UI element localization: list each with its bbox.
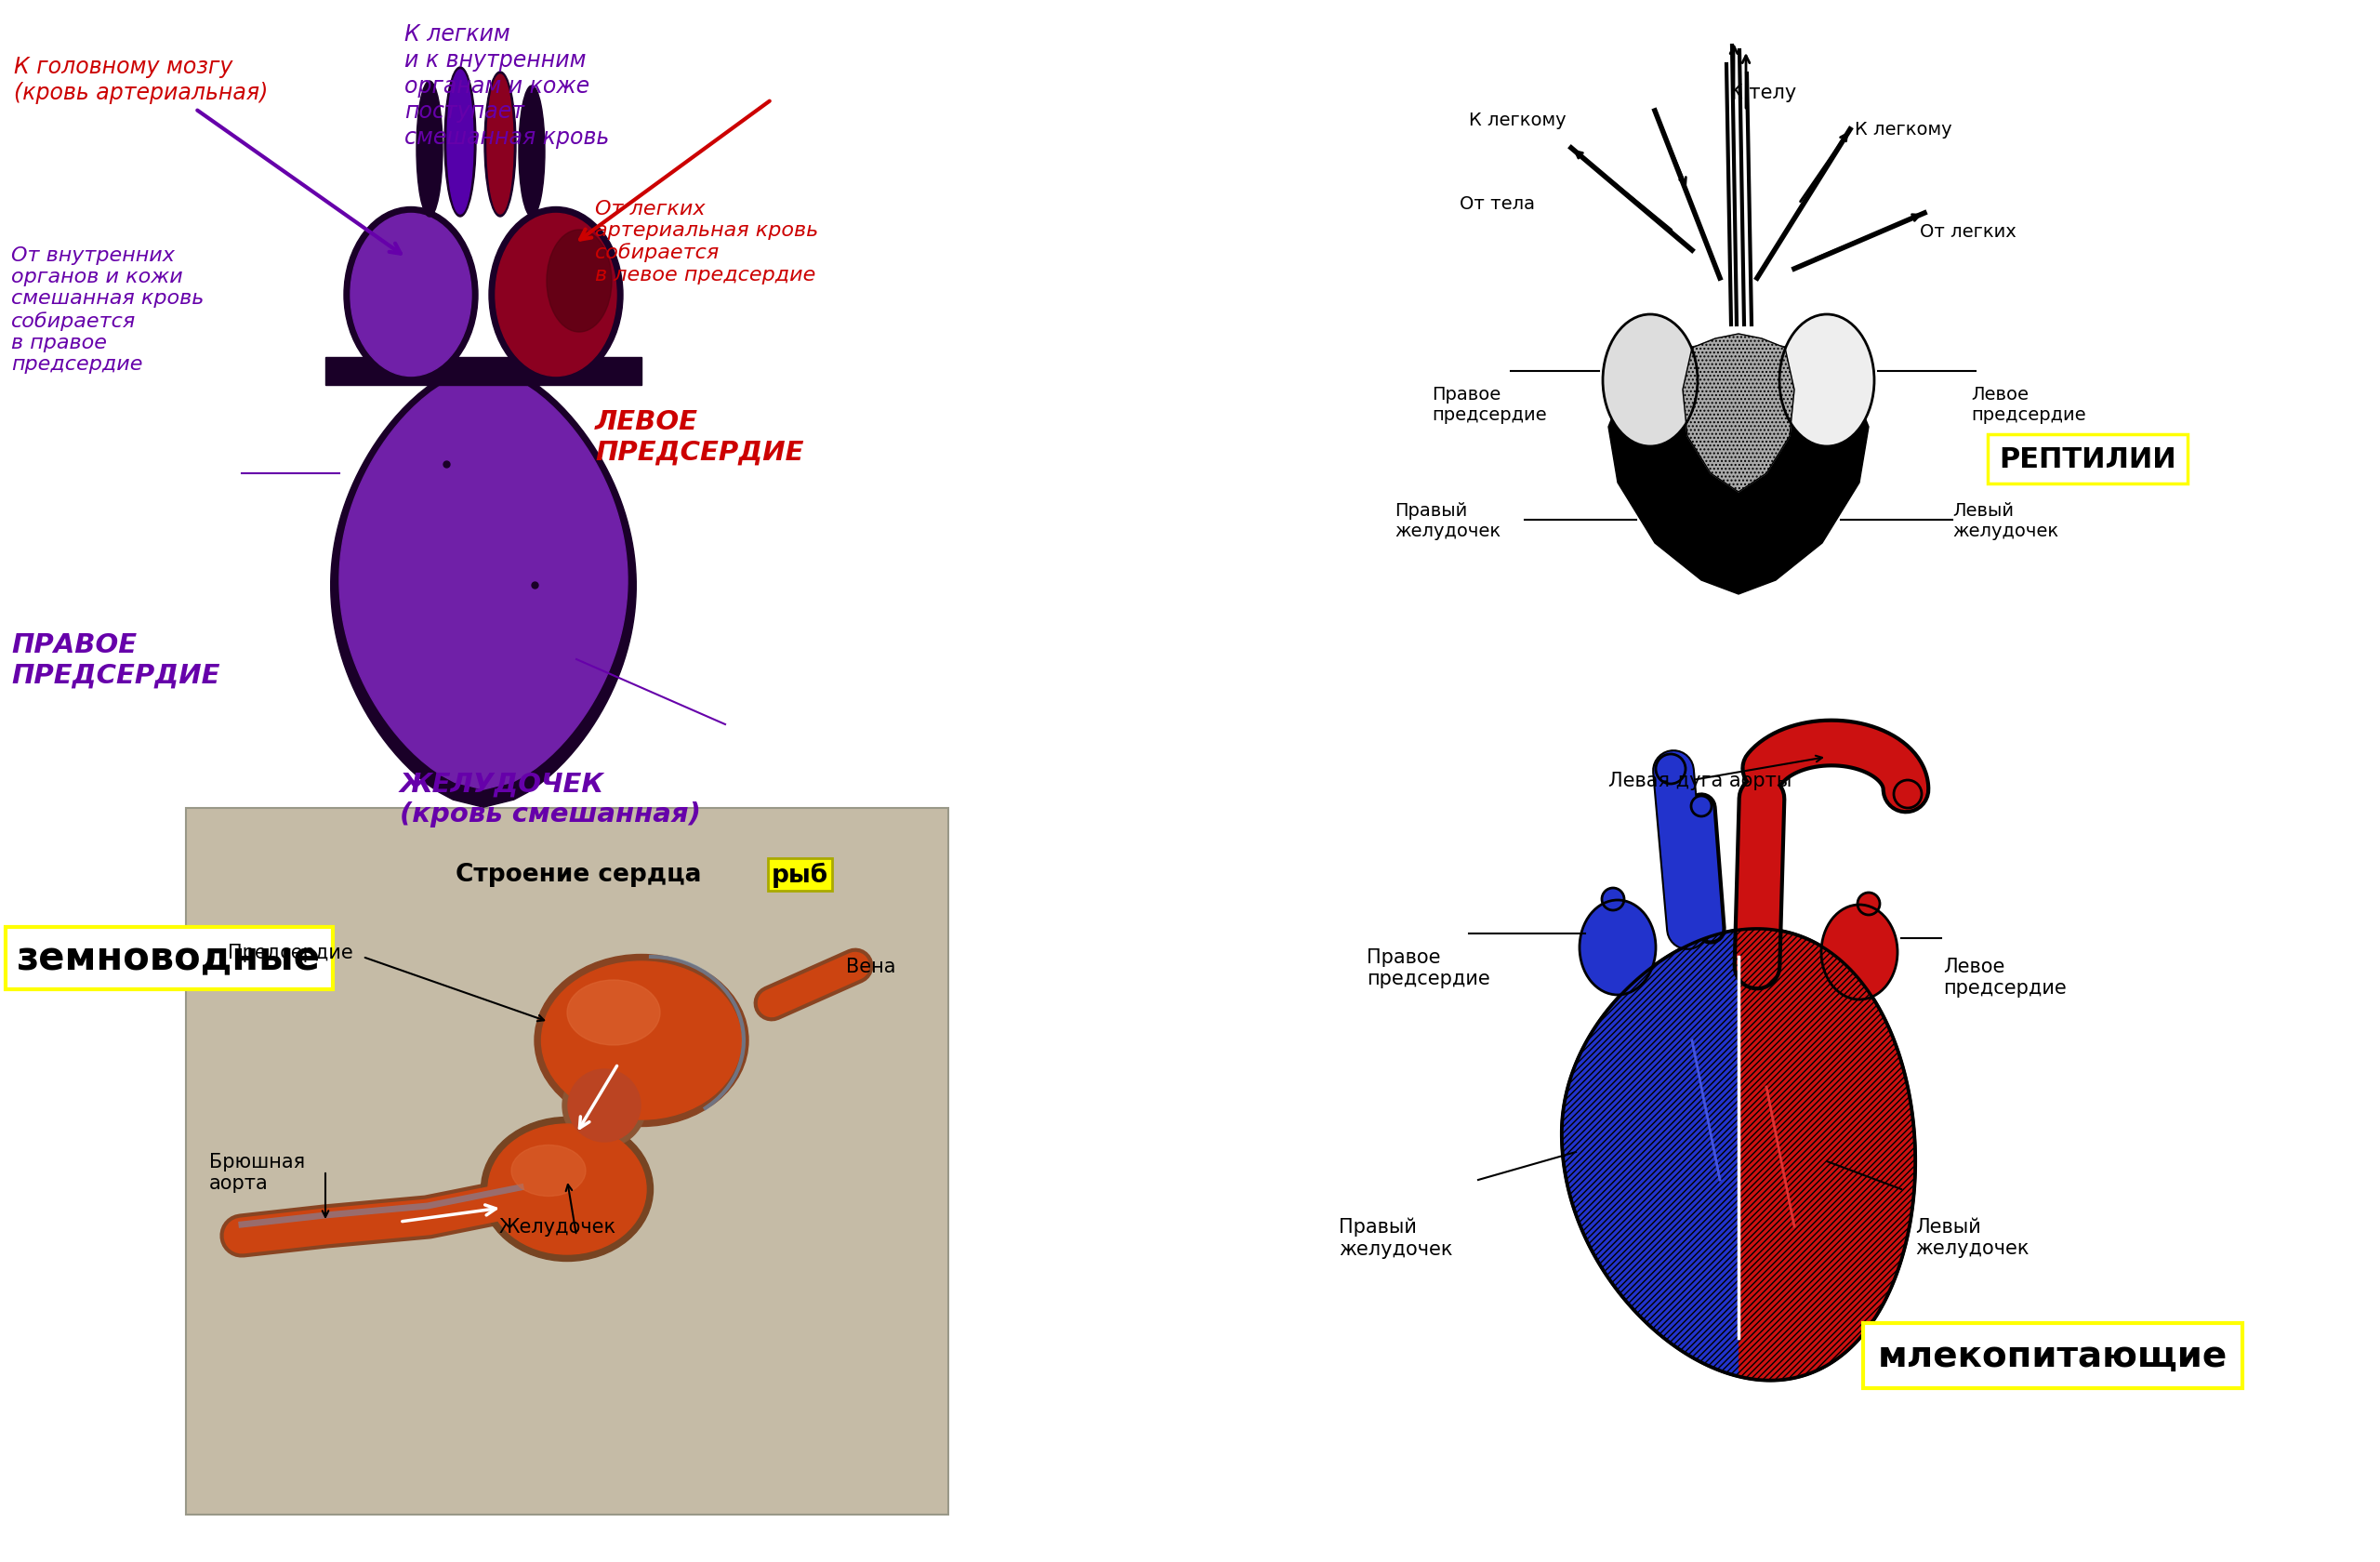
Ellipse shape	[536, 954, 747, 1126]
Ellipse shape	[488, 1125, 645, 1254]
Ellipse shape	[1656, 756, 1685, 783]
Ellipse shape	[419, 84, 440, 214]
Text: Брюшная
аорта: Брюшная аорта	[209, 1153, 305, 1192]
Text: ПРАВОЕ
ПРЕДСЕРДИЕ: ПРАВОЕ ПРЕДСЕРДИЕ	[12, 633, 219, 687]
Text: Предсердие: Предсердие	[228, 943, 352, 962]
Text: земноводные: земноводные	[17, 939, 321, 978]
Text: От легких
артериальная кровь
собирается
в левое предсердие: От легких артериальная кровь собирается …	[595, 200, 819, 284]
Polygon shape	[1737, 929, 1916, 1381]
Polygon shape	[331, 364, 635, 808]
Ellipse shape	[445, 67, 476, 217]
Text: Правое
предсердие: Правое предсердие	[1366, 948, 1490, 987]
Ellipse shape	[416, 81, 443, 217]
Polygon shape	[1609, 344, 1868, 595]
Text: Правое
предсердие: Правое предсердие	[1433, 386, 1547, 423]
Ellipse shape	[1580, 901, 1654, 995]
Text: Левое
предсердие: Левое предсердие	[1971, 386, 2085, 423]
Bar	[186, 809, 947, 1515]
Ellipse shape	[1692, 797, 1711, 815]
Text: ЖЕЛУДОЧЕК
(кровь смешанная): ЖЕЛУДОЧЕК (кровь смешанная)	[400, 772, 700, 828]
Text: К головному мозгу
(кровь артериальная): К головному мозгу (кровь артериальная)	[14, 56, 269, 105]
Ellipse shape	[486, 72, 516, 217]
Text: рыб: рыб	[771, 862, 828, 887]
Ellipse shape	[1859, 893, 1878, 914]
Text: млекопитающие: млекопитающие	[1878, 1339, 2228, 1373]
Ellipse shape	[488, 75, 514, 214]
Ellipse shape	[1894, 781, 1921, 808]
Text: Левая дуга аорты: Левая дуга аорты	[1609, 772, 1792, 790]
Text: РЕПТИЛИИ: РЕПТИЛИИ	[1999, 447, 2175, 473]
Text: От внутренних
органов и кожи
смешанная кровь
собирается
в правое
предсердие: От внутренних органов и кожи смешанная к…	[12, 247, 205, 373]
Ellipse shape	[481, 1117, 652, 1262]
Ellipse shape	[495, 214, 616, 376]
Ellipse shape	[566, 981, 659, 1045]
Ellipse shape	[1780, 316, 1873, 447]
Text: От легких: От легких	[1921, 223, 2016, 241]
Polygon shape	[1561, 931, 1737, 1376]
Text: К легкому: К легкому	[1854, 120, 1952, 139]
Polygon shape	[1683, 334, 1795, 492]
Text: Желудочек: Желудочек	[500, 1217, 616, 1236]
Polygon shape	[326, 358, 643, 386]
Text: ЛЕВОЕ
ПРЕДСЕРДИЕ: ЛЕВОЕ ПРЕДСЕРДИЕ	[595, 409, 804, 465]
Text: Левый
желудочек: Левый желудочек	[1916, 1217, 2030, 1257]
Ellipse shape	[350, 214, 471, 376]
Text: Строение сердца: Строение сердца	[455, 862, 709, 887]
Text: К телу: К телу	[1730, 84, 1797, 102]
Ellipse shape	[543, 962, 743, 1120]
Text: Левое
предсердие: Левое предсердие	[1942, 958, 2066, 997]
Ellipse shape	[447, 70, 474, 214]
Text: Правый
желудочек: Правый желудочек	[1395, 501, 1502, 540]
Text: К легкому: К легкому	[1468, 111, 1566, 130]
Ellipse shape	[562, 1064, 645, 1148]
Ellipse shape	[521, 89, 543, 214]
Polygon shape	[1561, 929, 1916, 1381]
Polygon shape	[340, 372, 628, 790]
Ellipse shape	[519, 86, 545, 217]
Ellipse shape	[345, 208, 478, 383]
Ellipse shape	[1823, 906, 1897, 1000]
Ellipse shape	[1602, 889, 1623, 909]
Text: Вена: Вена	[845, 958, 895, 976]
Ellipse shape	[1604, 316, 1697, 447]
Text: К легким
и к внутренним
органам и коже
поступает
смешанная кровь: К легким и к внутренним органам и коже п…	[405, 23, 609, 148]
Ellipse shape	[512, 1145, 585, 1196]
Ellipse shape	[547, 231, 612, 333]
Polygon shape	[1683, 334, 1795, 492]
Ellipse shape	[569, 1070, 640, 1142]
Text: Правый
желудочек: Правый желудочек	[1338, 1217, 1452, 1257]
Text: Левый
желудочек: Левый желудочек	[1952, 501, 2059, 540]
Ellipse shape	[488, 208, 624, 383]
Text: От тела: От тела	[1459, 195, 1535, 212]
